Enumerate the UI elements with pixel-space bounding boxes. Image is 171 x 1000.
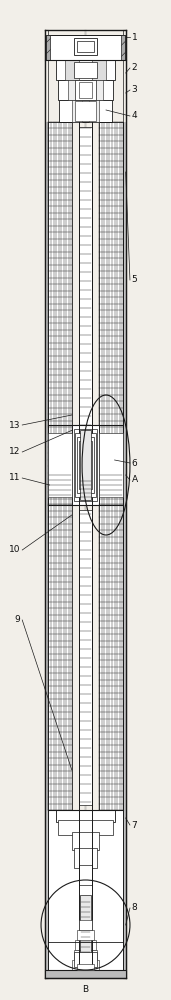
- Text: 6: 6: [132, 458, 137, 468]
- Bar: [74, 950, 97, 960]
- Bar: [79, 865, 92, 885]
- Bar: [92, 60, 106, 80]
- Bar: [121, 35, 125, 60]
- Bar: [77, 964, 94, 970]
- Bar: [75, 80, 96, 100]
- Text: 4: 4: [132, 111, 137, 120]
- Bar: [77, 41, 94, 52]
- Text: 2: 2: [132, 64, 137, 73]
- Text: B: B: [82, 986, 89, 994]
- Bar: [123, 30, 126, 978]
- Bar: [46, 35, 125, 60]
- Bar: [58, 820, 113, 835]
- Bar: [72, 832, 99, 850]
- Bar: [48, 433, 72, 497]
- Bar: [92, 80, 103, 100]
- Bar: [74, 38, 97, 55]
- Bar: [74, 429, 97, 501]
- Bar: [59, 100, 112, 122]
- Text: 12: 12: [9, 448, 21, 456]
- Text: A: A: [132, 476, 138, 485]
- Bar: [80, 895, 91, 955]
- Bar: [72, 960, 99, 970]
- Bar: [99, 505, 123, 810]
- Bar: [56, 60, 115, 80]
- Text: 1: 1: [132, 32, 137, 41]
- Bar: [72, 100, 82, 122]
- Bar: [77, 930, 94, 940]
- Bar: [58, 80, 113, 100]
- Bar: [79, 82, 92, 98]
- Bar: [68, 80, 79, 100]
- Bar: [77, 437, 94, 493]
- Bar: [45, 970, 126, 978]
- Text: 11: 11: [9, 474, 21, 483]
- Bar: [48, 505, 72, 810]
- Text: 7: 7: [132, 820, 137, 830]
- Bar: [79, 920, 92, 930]
- Bar: [48, 810, 123, 970]
- Bar: [75, 940, 96, 950]
- Bar: [75, 101, 96, 121]
- Text: 3: 3: [132, 86, 137, 95]
- Text: 8: 8: [132, 904, 137, 912]
- Bar: [48, 122, 72, 505]
- Bar: [45, 30, 126, 122]
- Text: 13: 13: [9, 420, 21, 430]
- Bar: [46, 35, 50, 60]
- Bar: [99, 433, 123, 497]
- Bar: [45, 30, 48, 978]
- Bar: [48, 425, 123, 505]
- Bar: [75, 433, 96, 497]
- Bar: [89, 100, 99, 122]
- Bar: [79, 127, 92, 500]
- Bar: [79, 441, 92, 489]
- Bar: [74, 62, 97, 78]
- Bar: [72, 425, 99, 505]
- Bar: [99, 122, 123, 505]
- Text: 5: 5: [132, 275, 137, 284]
- Text: 10: 10: [9, 546, 21, 554]
- Bar: [80, 430, 91, 500]
- Bar: [74, 952, 97, 967]
- Bar: [79, 510, 92, 805]
- Text: 9: 9: [15, 615, 21, 624]
- Bar: [65, 60, 79, 80]
- Bar: [74, 848, 97, 868]
- Bar: [56, 810, 115, 822]
- Bar: [56, 810, 115, 820]
